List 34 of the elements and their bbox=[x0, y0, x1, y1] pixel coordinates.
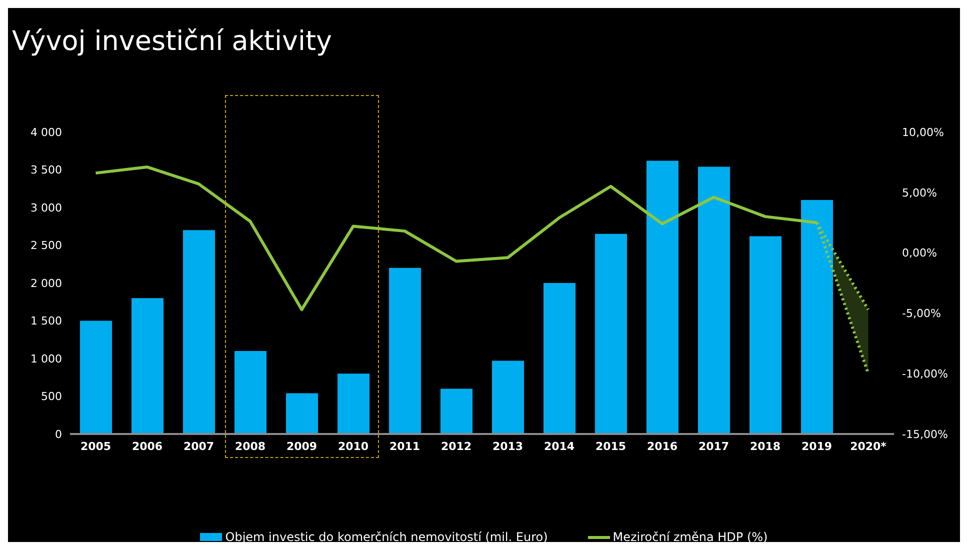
y2-tick-label: 5,00% bbox=[902, 186, 937, 200]
chart-title: Vývoj investiční aktivity bbox=[12, 26, 332, 57]
x-tick-label: 2005 bbox=[80, 440, 112, 453]
y2-tick-label: -5,00% bbox=[902, 307, 941, 320]
x-tick-label: 2015 bbox=[595, 440, 626, 453]
x-tick-label: 2014 bbox=[544, 440, 575, 453]
y-tick-label: 500 bbox=[41, 390, 62, 404]
x-tick-label: 2013 bbox=[492, 440, 524, 453]
y-tick-label: 2 500 bbox=[30, 239, 62, 252]
x-tick-label: 2009 bbox=[286, 440, 318, 453]
y-tick-label: 1 000 bbox=[30, 352, 62, 366]
y2-tick-label: -10,00% bbox=[902, 368, 948, 381]
x-tick-label: 2019 bbox=[801, 440, 832, 453]
y-tick-label: 4 000 bbox=[30, 126, 62, 139]
x-tick-label: 2007 bbox=[183, 440, 214, 453]
x-tick-label: 2016 bbox=[646, 440, 678, 453]
y-tick-label: 3 500 bbox=[30, 164, 62, 177]
x-tick-label: 2012 bbox=[440, 440, 472, 453]
y-tick-label: 0 bbox=[55, 428, 62, 441]
legend-label: Meziroční změna HDP (%) bbox=[612, 530, 768, 544]
y2-tick-label: 0,00% bbox=[902, 246, 937, 260]
x-tick-label: 2020* bbox=[850, 440, 887, 453]
y-tick-label: 2 000 bbox=[30, 276, 62, 290]
x-tick-label: 2010 bbox=[338, 440, 369, 453]
x-tick-label: 2008 bbox=[234, 440, 266, 453]
legend-label: Objem investic do komerčních nemovitostí (mil. Euro) bbox=[225, 530, 548, 544]
x-tick-label: 2018 bbox=[750, 440, 781, 453]
y2-tick-label: 10,00% bbox=[902, 126, 944, 139]
x-tick-label: 2017 bbox=[698, 440, 730, 453]
y-tick-label: 3 000 bbox=[30, 201, 62, 214]
x-tick-label: 2011 bbox=[389, 440, 420, 453]
x-tick-label: 2006 bbox=[132, 440, 163, 453]
y2-tick-label: -15,00% bbox=[902, 428, 948, 441]
y-tick-label: 1 500 bbox=[30, 314, 62, 328]
